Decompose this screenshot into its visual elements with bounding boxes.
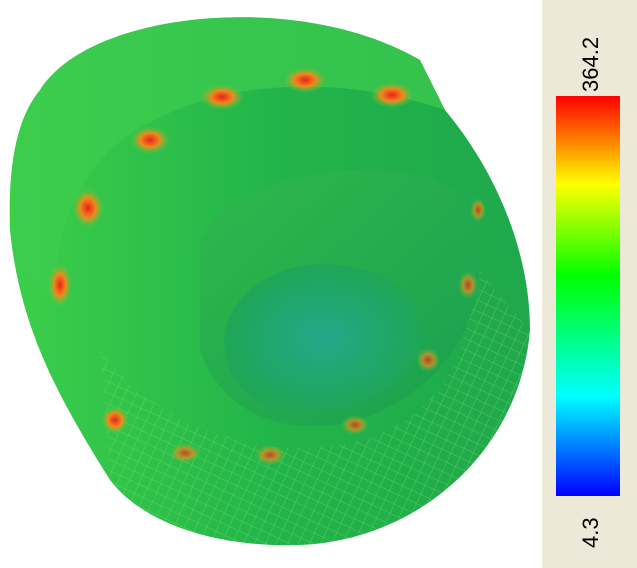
scale-min-label: 4.3 <box>578 517 603 548</box>
result-view: 364.2 4.3 <box>0 0 637 568</box>
color-scale <box>556 96 620 496</box>
color-bar-panel: 364.2 4.3 <box>542 0 637 568</box>
scale-max-label: 364.2 <box>578 37 603 92</box>
cylinder <box>10 17 530 545</box>
